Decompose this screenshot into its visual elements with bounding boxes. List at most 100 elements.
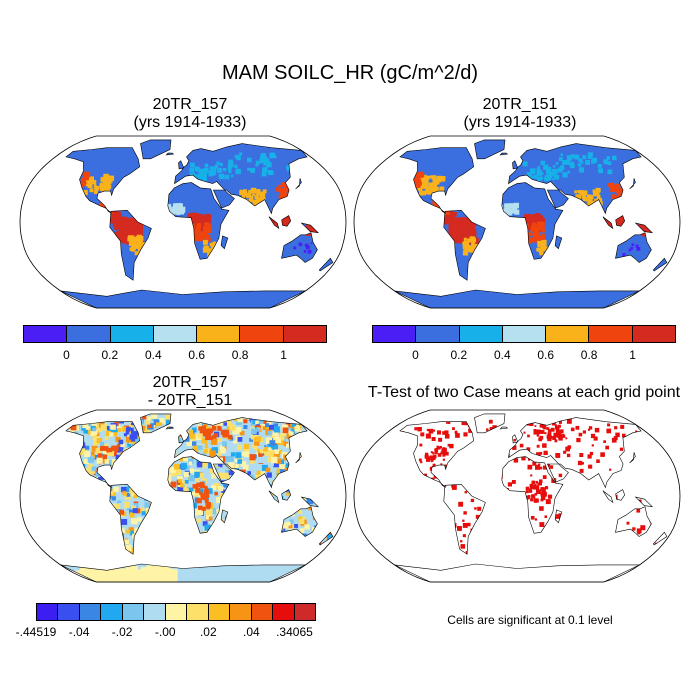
map-ocean [354, 410, 680, 582]
colorbar-swatch [122, 604, 145, 620]
colorbar-swatch [502, 326, 547, 342]
colorbar-tick-label: .02 [199, 625, 217, 639]
coastline-borneo [281, 215, 292, 227]
panel-a-title-line2: (yrs 1914-1933) [133, 114, 247, 131]
significance-note: Cells are significant at 0.1 level [447, 613, 613, 627]
coastline-newguinea [300, 496, 320, 508]
coastline-newzealand [652, 257, 668, 272]
coastline-southAmerica [443, 483, 486, 555]
panel-a-title-line1: 20TR_157 [152, 96, 228, 113]
colorbar-swatch [589, 326, 633, 342]
colorbar-swatch [208, 604, 231, 620]
coastline-japan [295, 178, 302, 190]
colorbar-swatch [24, 326, 68, 342]
coastline-sumatra [602, 490, 614, 504]
coastline-newzealand [652, 531, 668, 546]
colorbar-tick-label: 0 [412, 348, 419, 362]
coastline-madagascar [554, 235, 563, 250]
colorbar-tick-label: 0.2 [450, 348, 468, 362]
coastline-greenland [474, 413, 506, 434]
panel-a-title: 20TR_157 (yrs 1914-1933) [80, 96, 300, 132]
colorbar-swatch [632, 326, 675, 342]
map-panel-b [353, 135, 681, 309]
coastline-japan [629, 452, 636, 464]
coastline-eurasia [508, 143, 642, 215]
colorbar-tick-label: .34065 [276, 625, 313, 639]
coastline-africa [167, 456, 230, 534]
panel-b-title: 20TR_151 (yrs 1914-1933) [410, 96, 630, 132]
colorbar-panel-a [23, 325, 327, 343]
coastline-greenland [474, 139, 506, 160]
map-boundary [19, 135, 347, 309]
coastline-newguinea [634, 496, 654, 508]
coastline-borneo [615, 215, 626, 227]
colorbar-swatch [240, 326, 284, 342]
coastline-madagascar [554, 509, 563, 524]
panel-b-title-line2: (yrs 1914-1933) [463, 114, 577, 131]
colorbar-panel-b [372, 325, 676, 343]
colorbar-swatch [37, 604, 59, 620]
colorbar-tick-label: 1 [280, 348, 287, 362]
colorbar-tick-label: 0.8 [580, 348, 598, 362]
colorbar-swatch [294, 604, 316, 620]
colorbar-swatch [230, 604, 252, 620]
coastline-borneo [615, 489, 626, 501]
coastline-australia [281, 232, 318, 263]
colorbar-swatch [373, 326, 417, 342]
colorbar-swatch [110, 326, 154, 342]
colorbar-swatch [153, 326, 198, 342]
panel-c-title: 20TR_157 - 20TR_151 [80, 374, 300, 410]
figure-title: MAM SOILC_HR (gC/m^2/d) [221, 62, 479, 84]
panel-d-title: T-Test of two Case means at each grid po… [367, 384, 681, 401]
colorbar-swatch [416, 326, 460, 342]
coastline-newzealand [318, 531, 334, 546]
coastline-greenland [140, 413, 172, 434]
colorbar-tick-label: 0.8 [231, 348, 249, 362]
colorbar-tick-label: 0.6 [537, 348, 555, 362]
coastline-arabia [546, 189, 569, 209]
coastline-africa [167, 182, 230, 260]
coastline-arabia [546, 463, 569, 483]
coastline-uk [512, 160, 519, 170]
colorbar-tick-label: -.44519 [15, 625, 57, 639]
coastline-australia [281, 506, 318, 537]
colorbar-tick-label: 0.6 [188, 348, 206, 362]
colorbar-swatch [459, 326, 503, 342]
coastline-northAmerica [65, 147, 141, 214]
panel-c-title-line1: 20TR_157 [152, 374, 228, 391]
colorbar-swatch [546, 326, 590, 342]
colorbar-tick-label: -.04 [68, 625, 90, 639]
panel-b-title-line1: 20TR_151 [482, 96, 558, 113]
coastline-uk [178, 434, 185, 444]
map-ocean [20, 410, 346, 582]
coastline-eurasia [174, 143, 308, 215]
coastline-iceland [499, 426, 509, 430]
map-boundary [353, 409, 681, 583]
colorbar-swatch [283, 326, 326, 342]
coastline-greenland [140, 139, 172, 160]
colorbar-swatch [187, 604, 209, 620]
colorbar-tick-label: .04 [243, 625, 260, 639]
coastline-southAmerica [109, 483, 152, 555]
colorbar-swatch [273, 604, 295, 620]
coastline-northAmerica [399, 421, 475, 488]
colorbar-tick-label: 0.2 [101, 348, 119, 362]
colorbar-swatch [67, 326, 111, 342]
coastline-southAmerica [443, 209, 486, 281]
coastline-australia [615, 232, 652, 263]
coastline-madagascar [220, 509, 229, 524]
colorbar-swatch [165, 604, 188, 620]
map-panel-a [19, 135, 347, 309]
coastline-iceland [165, 426, 175, 430]
colorbar-tick-label: 0.4 [493, 348, 511, 362]
coastline-newguinea [634, 222, 654, 234]
colorbar-tick-label: 0 [63, 348, 70, 362]
colorbar-panel-a-labels: 0 0.2 0.4 0.6 0.8 1 [23, 348, 327, 364]
coastline-newguinea [300, 222, 320, 234]
coastline-africa [501, 182, 564, 260]
colorbar-panel-c-labels: -.44519 -.04 -.02 -.00 .02 .04 .34065 [16, 625, 316, 641]
coastline-australia [615, 506, 652, 537]
coastline-northAmerica [65, 421, 141, 488]
colorbar-tick-label: -.00 [154, 625, 176, 639]
coastline-arabia [212, 189, 235, 209]
